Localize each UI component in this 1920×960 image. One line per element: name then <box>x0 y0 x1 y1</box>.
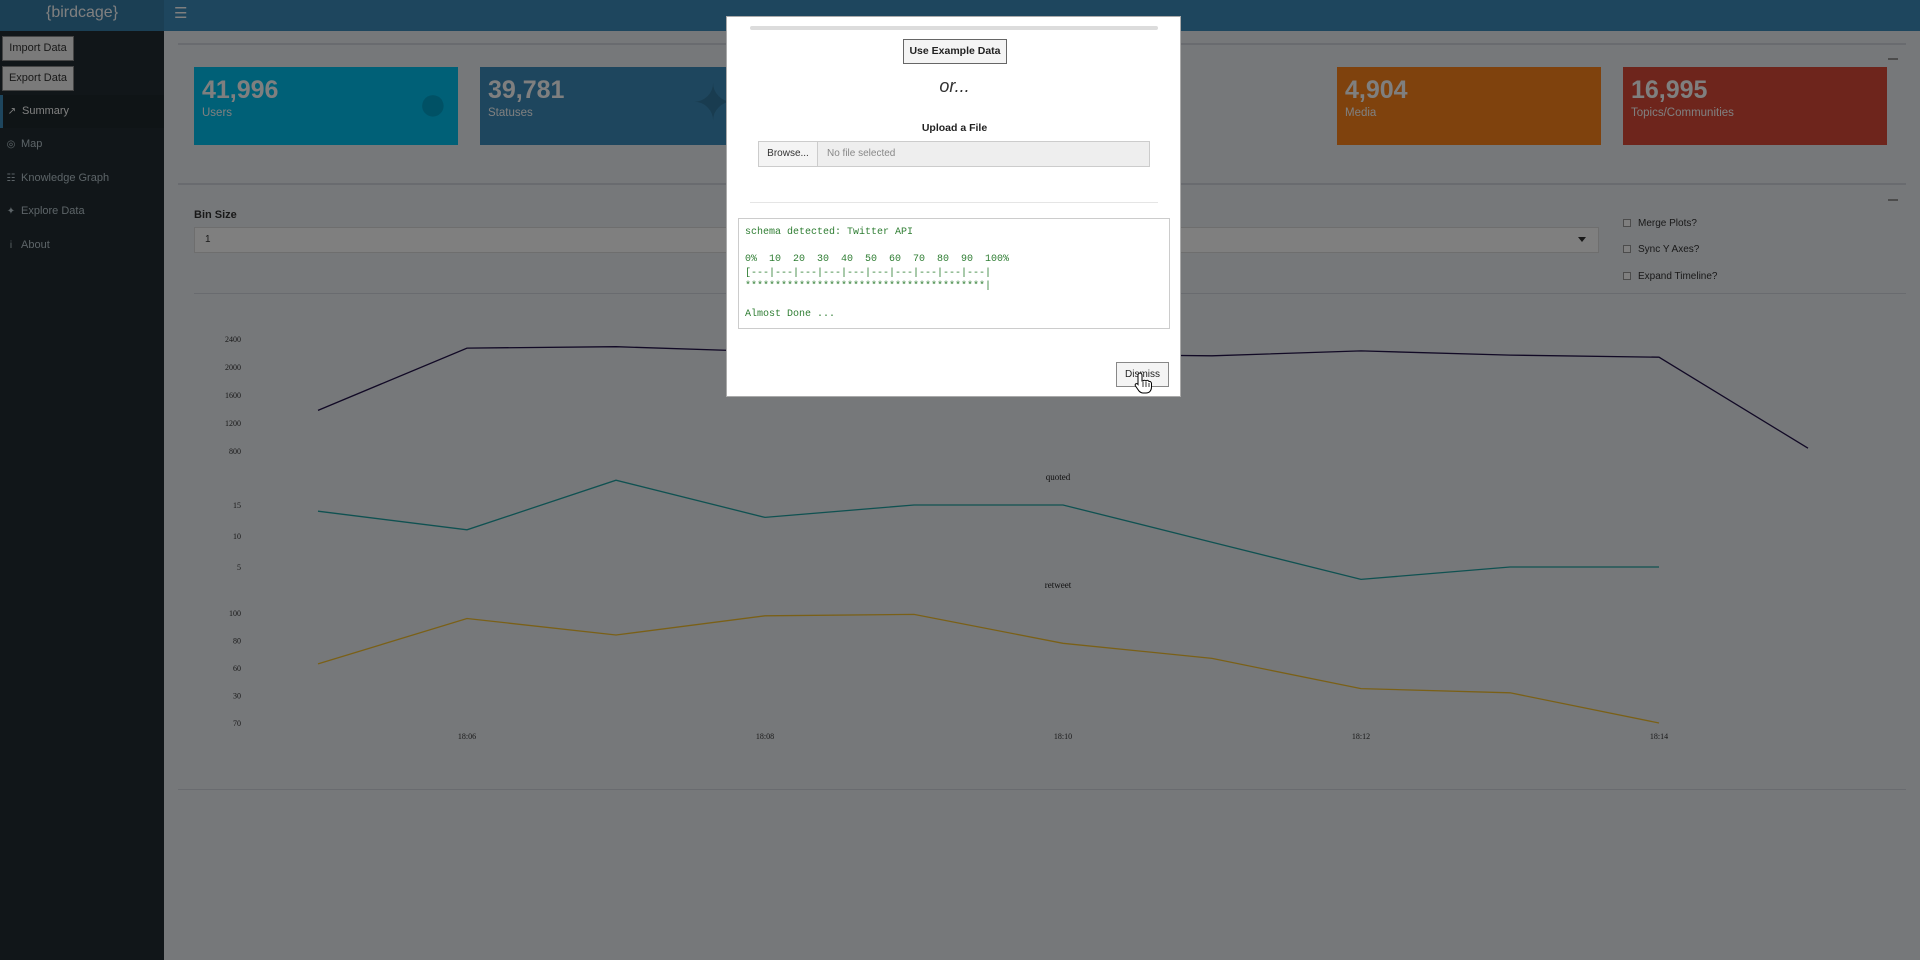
import-modal: Use Example Data or... Upload a File Bro… <box>726 16 1181 397</box>
file-name-field[interactable]: No file selected <box>818 141 1150 167</box>
hand-cursor-icon <box>1134 372 1152 394</box>
use-example-data-button[interactable]: Use Example Data <box>903 39 1007 64</box>
or-separator-text: or... <box>939 76 970 96</box>
progress-console: schema detected: Twitter API 0% 10 20 30… <box>738 218 1170 329</box>
upload-file-label: Upload a File <box>921 122 988 134</box>
modal-divider <box>750 202 1158 203</box>
browse-button[interactable]: Browse... <box>758 141 818 167</box>
modal-top-divider <box>750 26 1158 30</box>
